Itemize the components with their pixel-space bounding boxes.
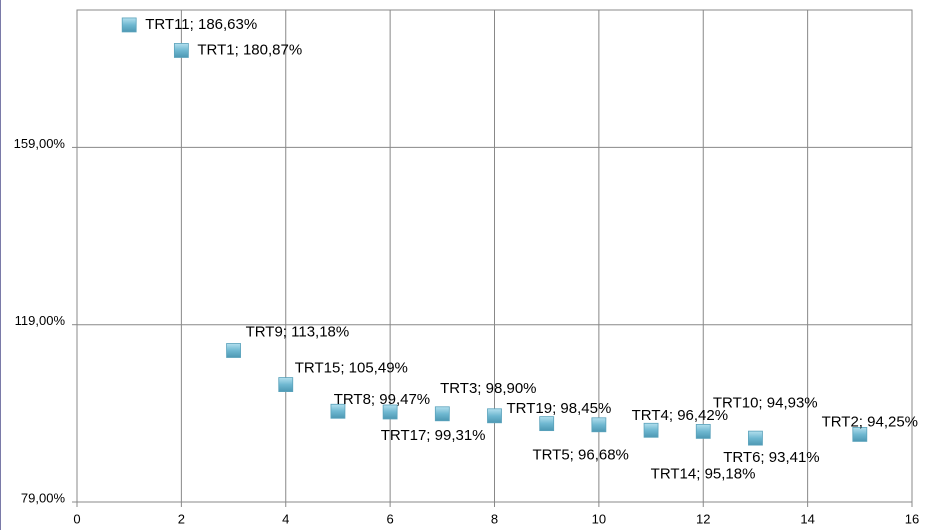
x-tick-label: 10 — [592, 511, 606, 526]
x-tick-label: 14 — [800, 511, 814, 526]
marker — [121, 17, 137, 33]
data-label: TRT6; 93,41% — [723, 449, 819, 466]
marker — [278, 377, 294, 392]
marker — [173, 43, 189, 58]
data-label: TRT2; 94,25% — [822, 413, 918, 430]
x-tick-label: 6 — [387, 511, 394, 526]
marker — [591, 417, 607, 433]
data-label: TRT1; 180,87% — [197, 41, 302, 58]
marker — [434, 406, 450, 422]
data-label: TRT8; 99,47% — [334, 391, 430, 408]
data-label: TRT4; 96,42% — [632, 407, 728, 424]
marker — [695, 423, 711, 439]
data-label: TRT10; 94,93% — [713, 394, 818, 411]
marker — [382, 404, 398, 420]
marker — [226, 343, 241, 358]
data-label: TRT15; 105,49% — [295, 360, 408, 377]
data-label: TRT14; 95,18% — [651, 465, 756, 482]
y-tick-label: 79,00% — [21, 490, 66, 505]
data-label: TRT19; 98,45% — [507, 400, 612, 417]
marker — [539, 416, 555, 432]
x-tick-label: 4 — [282, 511, 289, 526]
x-tick-label: 8 — [491, 511, 498, 526]
marker — [852, 427, 868, 442]
data-label: TRT9; 113,18% — [246, 323, 350, 340]
x-tick-label: 0 — [73, 511, 80, 526]
marker — [748, 430, 763, 446]
marker — [330, 403, 346, 419]
marker — [487, 408, 502, 424]
marker — [643, 422, 659, 438]
x-tick-label: 2 — [178, 511, 185, 526]
data-label: TRT17; 99,31% — [381, 427, 486, 444]
x-tick-label: 16 — [905, 511, 919, 526]
y-tick-label: 119,00% — [15, 313, 66, 328]
y-tick-label: 159,00% — [14, 136, 66, 151]
data-label: TRT11; 186,63% — [145, 16, 257, 33]
data-label: TRT3; 98,90% — [440, 380, 536, 397]
x-tick-label: 12 — [696, 511, 710, 526]
data-label: TRT5; 96,68% — [532, 447, 628, 464]
